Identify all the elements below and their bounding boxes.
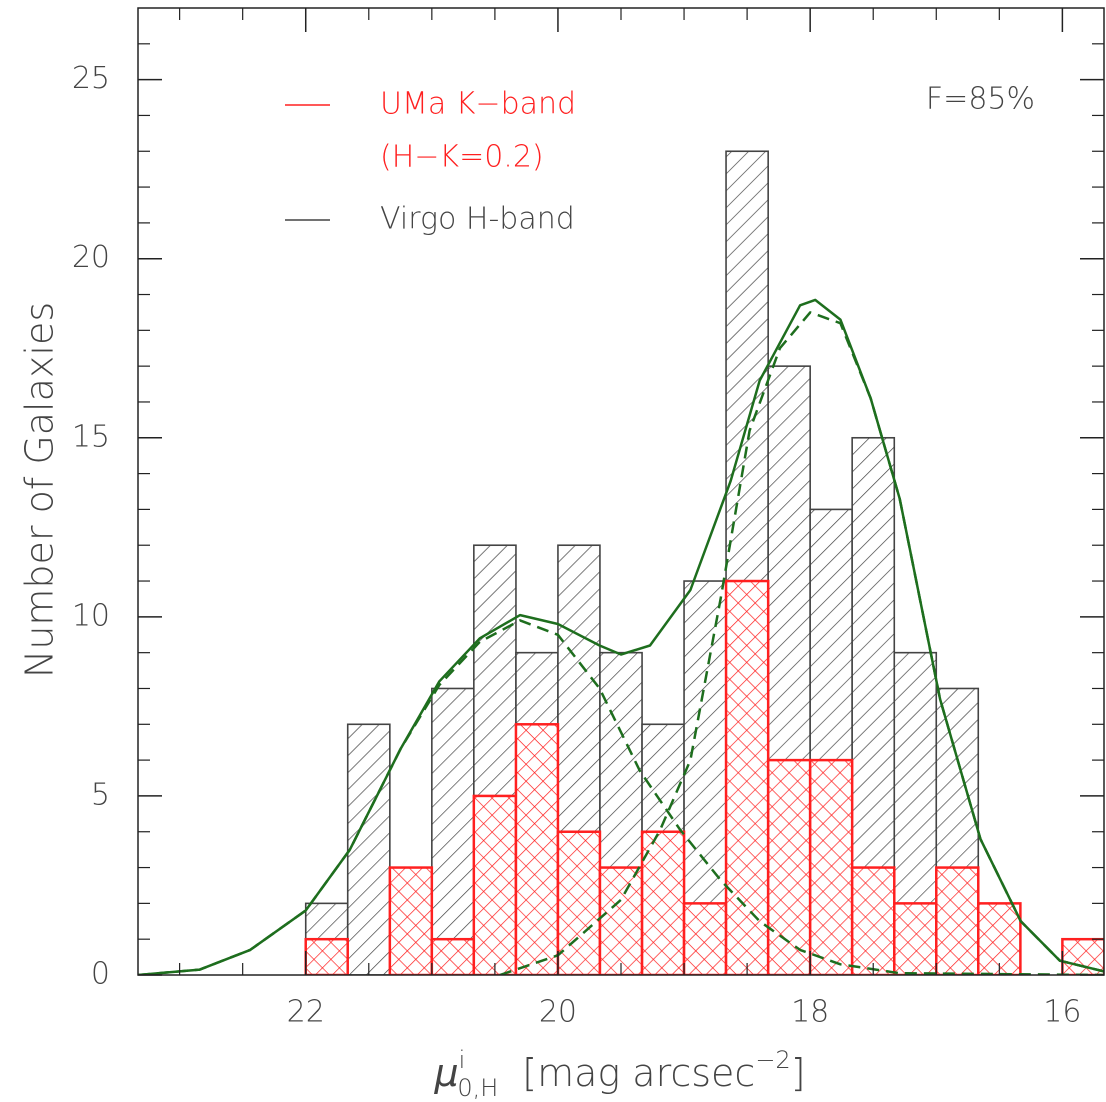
legend: UMa K−band (H−K=0.2) Virgo H-band <box>285 87 576 237</box>
annotation: F=85% <box>926 82 1035 117</box>
bar <box>430 937 476 975</box>
legend-label: Virgo H-band <box>380 202 575 237</box>
y-tick-label: 0 <box>91 957 110 992</box>
bar <box>850 866 896 975</box>
y-tick-label: 20 <box>72 240 110 275</box>
y-tick-label: 5 <box>91 777 110 812</box>
x-title-close: ] <box>791 1051 806 1095</box>
bar <box>304 937 349 975</box>
x-title-unit: [mag arcsec <box>522 1051 755 1095</box>
x-title-sup: i <box>459 1046 466 1074</box>
bar <box>766 758 812 975</box>
plot-frame <box>137 7 1105 976</box>
bar <box>808 758 854 975</box>
bar <box>598 866 644 975</box>
bar <box>556 830 602 975</box>
axes: 0 5 10 15 20 25 22 20 18 16 <box>72 8 1104 1030</box>
bar <box>893 902 938 975</box>
y-axis-title: Number of Galaxies <box>18 302 62 678</box>
x-title-sub: 0,H <box>457 1074 498 1102</box>
y-tick-label: 25 <box>72 61 110 96</box>
fit-curve <box>138 619 1104 975</box>
curves <box>138 298 1104 975</box>
legend-sublabel: (H−K=0.2) <box>380 140 544 175</box>
bar <box>472 794 518 975</box>
legend-label: UMa K−band <box>380 87 576 122</box>
fit-curve <box>499 311 1104 975</box>
x-tick-label: 18 <box>791 995 829 1030</box>
x-tick-label: 16 <box>1043 995 1081 1030</box>
bar <box>431 687 475 975</box>
fit-curve <box>138 298 1104 975</box>
bar <box>724 579 770 975</box>
y-tick-label: 15 <box>72 419 110 454</box>
x-title-symbol: μ <box>433 1051 458 1095</box>
x-axis-title: μi 0,H [mag arcsec−2] <box>433 1046 805 1102</box>
bar <box>388 866 434 975</box>
bars <box>304 150 1104 975</box>
y-tick-label: 10 <box>72 598 110 633</box>
x-tick-label: 20 <box>539 995 577 1030</box>
bar <box>346 723 391 975</box>
x-tick-label: 22 <box>287 995 325 1030</box>
bar <box>935 866 980 975</box>
x-title-exp: −2 <box>755 1046 790 1074</box>
bar <box>514 723 560 975</box>
bar <box>682 902 728 975</box>
